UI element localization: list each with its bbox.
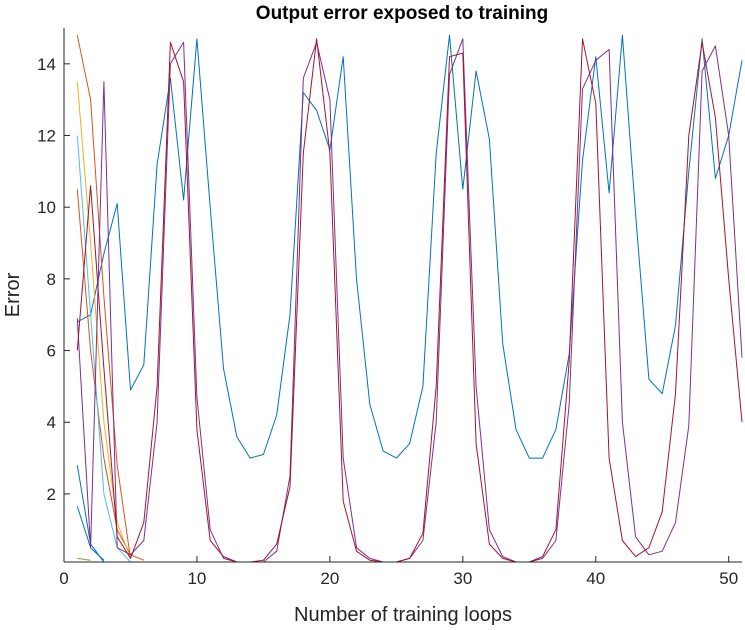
series-group [76,34,743,563]
y-tick-label: 10 [37,198,56,217]
series-line-5 [76,189,144,561]
y-axis-label: Error [2,272,24,317]
y-tick-label: 8 [47,270,56,289]
series-line-4 [76,35,131,559]
axes [63,28,742,563]
y-tick-label: 6 [47,342,56,361]
x-tick-label: 20 [320,569,339,588]
y-tick-label: 4 [47,413,56,432]
series-line-10 [76,38,743,563]
x-tick-label: 50 [719,569,738,588]
x-ticks: 0 10 20 30 40 50 [59,556,738,588]
x-tick-label: 30 [453,569,472,588]
series-line-1 [77,34,743,459]
series-line-8 [77,557,91,561]
y-tick-label: 2 [47,485,56,504]
y-tick-label: 14 [37,55,56,74]
y-ticks: 2 4 6 8 10 12 14 [37,55,70,504]
x-tick-label: 40 [586,569,605,588]
series-line-7 [76,135,131,563]
chart-title: Output error exposed to training [256,3,548,24]
y-tick-label: 12 [37,127,56,146]
series-line-6 [76,81,131,559]
x-tick-label: 10 [187,569,206,588]
x-axis-label: Number of training loops [294,604,512,626]
x-tick-label: 0 [59,569,68,588]
